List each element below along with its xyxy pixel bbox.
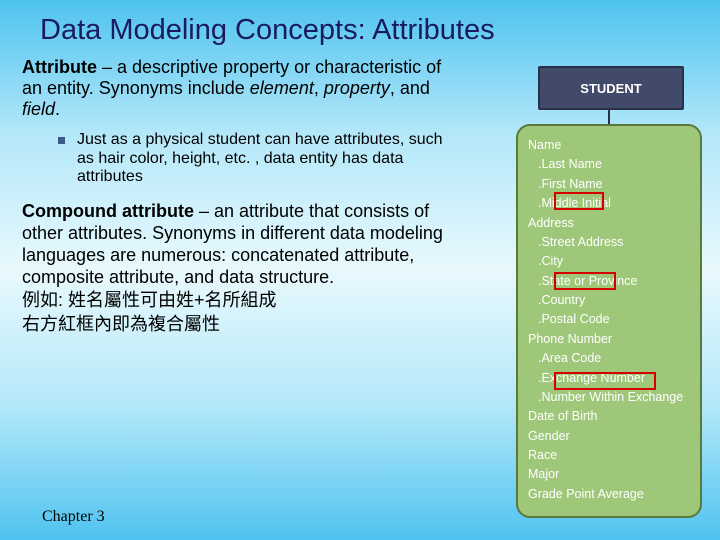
attribute-list-box: Name.Last Name.First Name.Middle Initial… — [516, 124, 702, 518]
attr-row: Gender — [518, 427, 700, 446]
attr-row: Phone Number — [518, 330, 700, 349]
bullet-item: Just as a physical student can have attr… — [58, 131, 460, 188]
attr-row: Grade Point Average — [518, 485, 700, 504]
attr-row: Address — [518, 214, 700, 233]
attr-row: Date of Birth — [518, 407, 700, 426]
bullet-icon — [58, 137, 65, 144]
attr-row: .Country — [518, 291, 700, 310]
sep1: , — [314, 78, 324, 98]
definition-attribute: Attribute – a descriptive property or ch… — [22, 57, 460, 121]
connector-line — [608, 110, 610, 124]
definition-compound: Compound attribute – an attribute that c… — [22, 201, 460, 289]
attr-row: .Area Code — [518, 349, 700, 368]
attr-row: .Postal Code — [518, 310, 700, 329]
attr-row: .City — [518, 252, 700, 271]
page-title: Data Modeling Concepts: Attributes — [0, 0, 720, 47]
term-compound: Compound attribute — [22, 201, 194, 221]
def1-tail: . — [55, 99, 60, 119]
attr-row: .Last Name — [518, 155, 700, 174]
attr-row: Name — [518, 136, 700, 155]
term-attribute: Attribute — [22, 57, 97, 77]
attr-row: .First Name — [518, 175, 700, 194]
text-column: Attribute – a descriptive property or ch… — [22, 57, 460, 336]
chinese-line-1: 例如: 姓名屬性可由姓+名所組成 — [22, 289, 460, 312]
attr-row: Major — [518, 465, 700, 484]
entity-box: STUDENT — [538, 66, 684, 110]
sep2: , and — [390, 78, 430, 98]
attr-row: .Exchange Number — [518, 369, 700, 388]
footer-chapter: Chapter 3 — [42, 508, 105, 526]
attr-row: .Middle Initial — [518, 194, 700, 213]
ital-element: element — [250, 78, 314, 98]
ital-property: property — [324, 78, 390, 98]
bullet-text: Just as a physical student can have attr… — [77, 131, 460, 188]
attr-row: .State or Province — [518, 272, 700, 291]
attr-row: .Number Within Exchange — [518, 388, 700, 407]
attr-row: Race — [518, 446, 700, 465]
ital-field: field — [22, 99, 55, 119]
chinese-line-2: 右方紅框內即為複合屬性 — [22, 313, 460, 336]
attr-row: .Street Address — [518, 233, 700, 252]
